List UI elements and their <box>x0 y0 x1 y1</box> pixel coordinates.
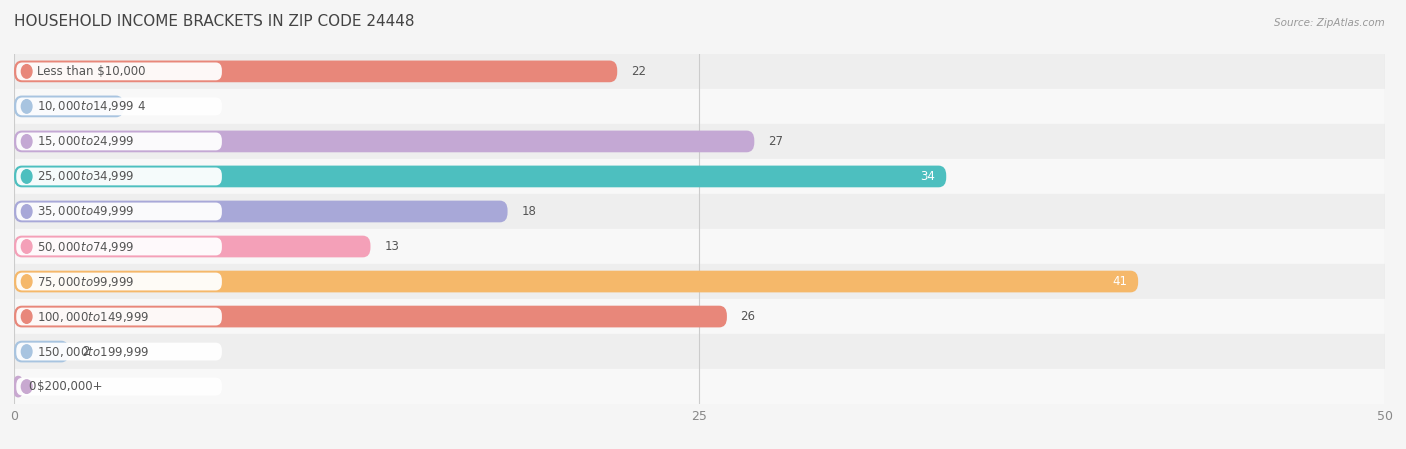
Bar <box>14 89 1385 124</box>
Text: $150,000 to $199,999: $150,000 to $199,999 <box>37 344 149 359</box>
FancyBboxPatch shape <box>14 236 371 257</box>
Text: 41: 41 <box>1112 275 1128 288</box>
Text: 26: 26 <box>741 310 755 323</box>
FancyBboxPatch shape <box>17 343 222 361</box>
Text: 18: 18 <box>522 205 536 218</box>
Circle shape <box>21 275 32 288</box>
FancyBboxPatch shape <box>14 131 754 152</box>
Text: Less than $10,000: Less than $10,000 <box>37 65 145 78</box>
Circle shape <box>21 205 32 218</box>
Text: 4: 4 <box>138 100 145 113</box>
Circle shape <box>21 135 32 148</box>
FancyBboxPatch shape <box>17 202 222 220</box>
FancyBboxPatch shape <box>14 341 69 362</box>
Bar <box>14 194 1385 229</box>
Bar <box>14 229 1385 264</box>
FancyBboxPatch shape <box>14 271 1139 292</box>
Bar <box>14 264 1385 299</box>
Bar <box>14 299 1385 334</box>
Text: $200,000+: $200,000+ <box>37 380 103 393</box>
Circle shape <box>21 65 32 78</box>
Text: 0: 0 <box>28 380 35 393</box>
FancyBboxPatch shape <box>17 273 222 291</box>
Circle shape <box>21 240 32 253</box>
Bar <box>14 159 1385 194</box>
Text: Source: ZipAtlas.com: Source: ZipAtlas.com <box>1274 18 1385 28</box>
Text: HOUSEHOLD INCOME BRACKETS IN ZIP CODE 24448: HOUSEHOLD INCOME BRACKETS IN ZIP CODE 24… <box>14 14 415 29</box>
Bar <box>14 334 1385 369</box>
FancyBboxPatch shape <box>14 376 22 397</box>
Text: $100,000 to $149,999: $100,000 to $149,999 <box>37 309 149 324</box>
Circle shape <box>21 100 32 113</box>
FancyBboxPatch shape <box>17 97 222 115</box>
Text: 34: 34 <box>921 170 935 183</box>
Circle shape <box>21 380 32 393</box>
Bar <box>14 369 1385 404</box>
Text: $15,000 to $24,999: $15,000 to $24,999 <box>37 134 135 149</box>
Text: $75,000 to $99,999: $75,000 to $99,999 <box>37 274 135 289</box>
FancyBboxPatch shape <box>17 238 222 255</box>
FancyBboxPatch shape <box>14 306 727 327</box>
Bar <box>14 54 1385 89</box>
FancyBboxPatch shape <box>17 167 222 185</box>
Text: 27: 27 <box>768 135 783 148</box>
Text: $50,000 to $74,999: $50,000 to $74,999 <box>37 239 135 254</box>
Bar <box>14 124 1385 159</box>
Text: 22: 22 <box>631 65 645 78</box>
Text: 2: 2 <box>83 345 90 358</box>
Text: 13: 13 <box>384 240 399 253</box>
FancyBboxPatch shape <box>17 378 222 396</box>
FancyBboxPatch shape <box>17 62 222 80</box>
Text: $25,000 to $34,999: $25,000 to $34,999 <box>37 169 135 184</box>
FancyBboxPatch shape <box>17 308 222 326</box>
Text: $35,000 to $49,999: $35,000 to $49,999 <box>37 204 135 219</box>
FancyBboxPatch shape <box>17 132 222 150</box>
Text: $10,000 to $14,999: $10,000 to $14,999 <box>37 99 135 114</box>
Circle shape <box>21 345 32 358</box>
Circle shape <box>21 170 32 183</box>
FancyBboxPatch shape <box>14 166 946 187</box>
FancyBboxPatch shape <box>14 96 124 117</box>
Circle shape <box>21 310 32 323</box>
FancyBboxPatch shape <box>14 61 617 82</box>
FancyBboxPatch shape <box>14 201 508 222</box>
